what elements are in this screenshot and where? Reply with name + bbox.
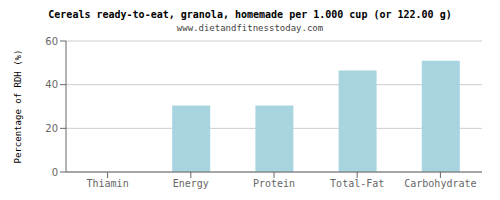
svg-text:Total-Fat: Total-Fat: [330, 178, 384, 189]
svg-text:Energy: Energy: [173, 178, 209, 189]
svg-text:Carbohydrate: Carbohydrate: [404, 178, 476, 189]
svg-text:Thiamin: Thiamin: [87, 178, 129, 189]
svg-text:Protein: Protein: [253, 178, 295, 189]
html-text:Cereals ready-to-eat, granola,: Cereals ready-to-eat, granola, homemade …: [48, 9, 452, 20]
svg-text:40: 40: [45, 79, 58, 90]
svg-text:60: 60: [45, 36, 58, 47]
svg-text:0: 0: [52, 167, 58, 178]
svg-text:20: 20: [45, 123, 58, 134]
html-text:www.dietandfitnesstoday.com: www.dietandfitnesstoday.com: [176, 23, 324, 33]
svg-text:Percentage of RDH (%): Percentage of RDH (%): [13, 50, 23, 164]
